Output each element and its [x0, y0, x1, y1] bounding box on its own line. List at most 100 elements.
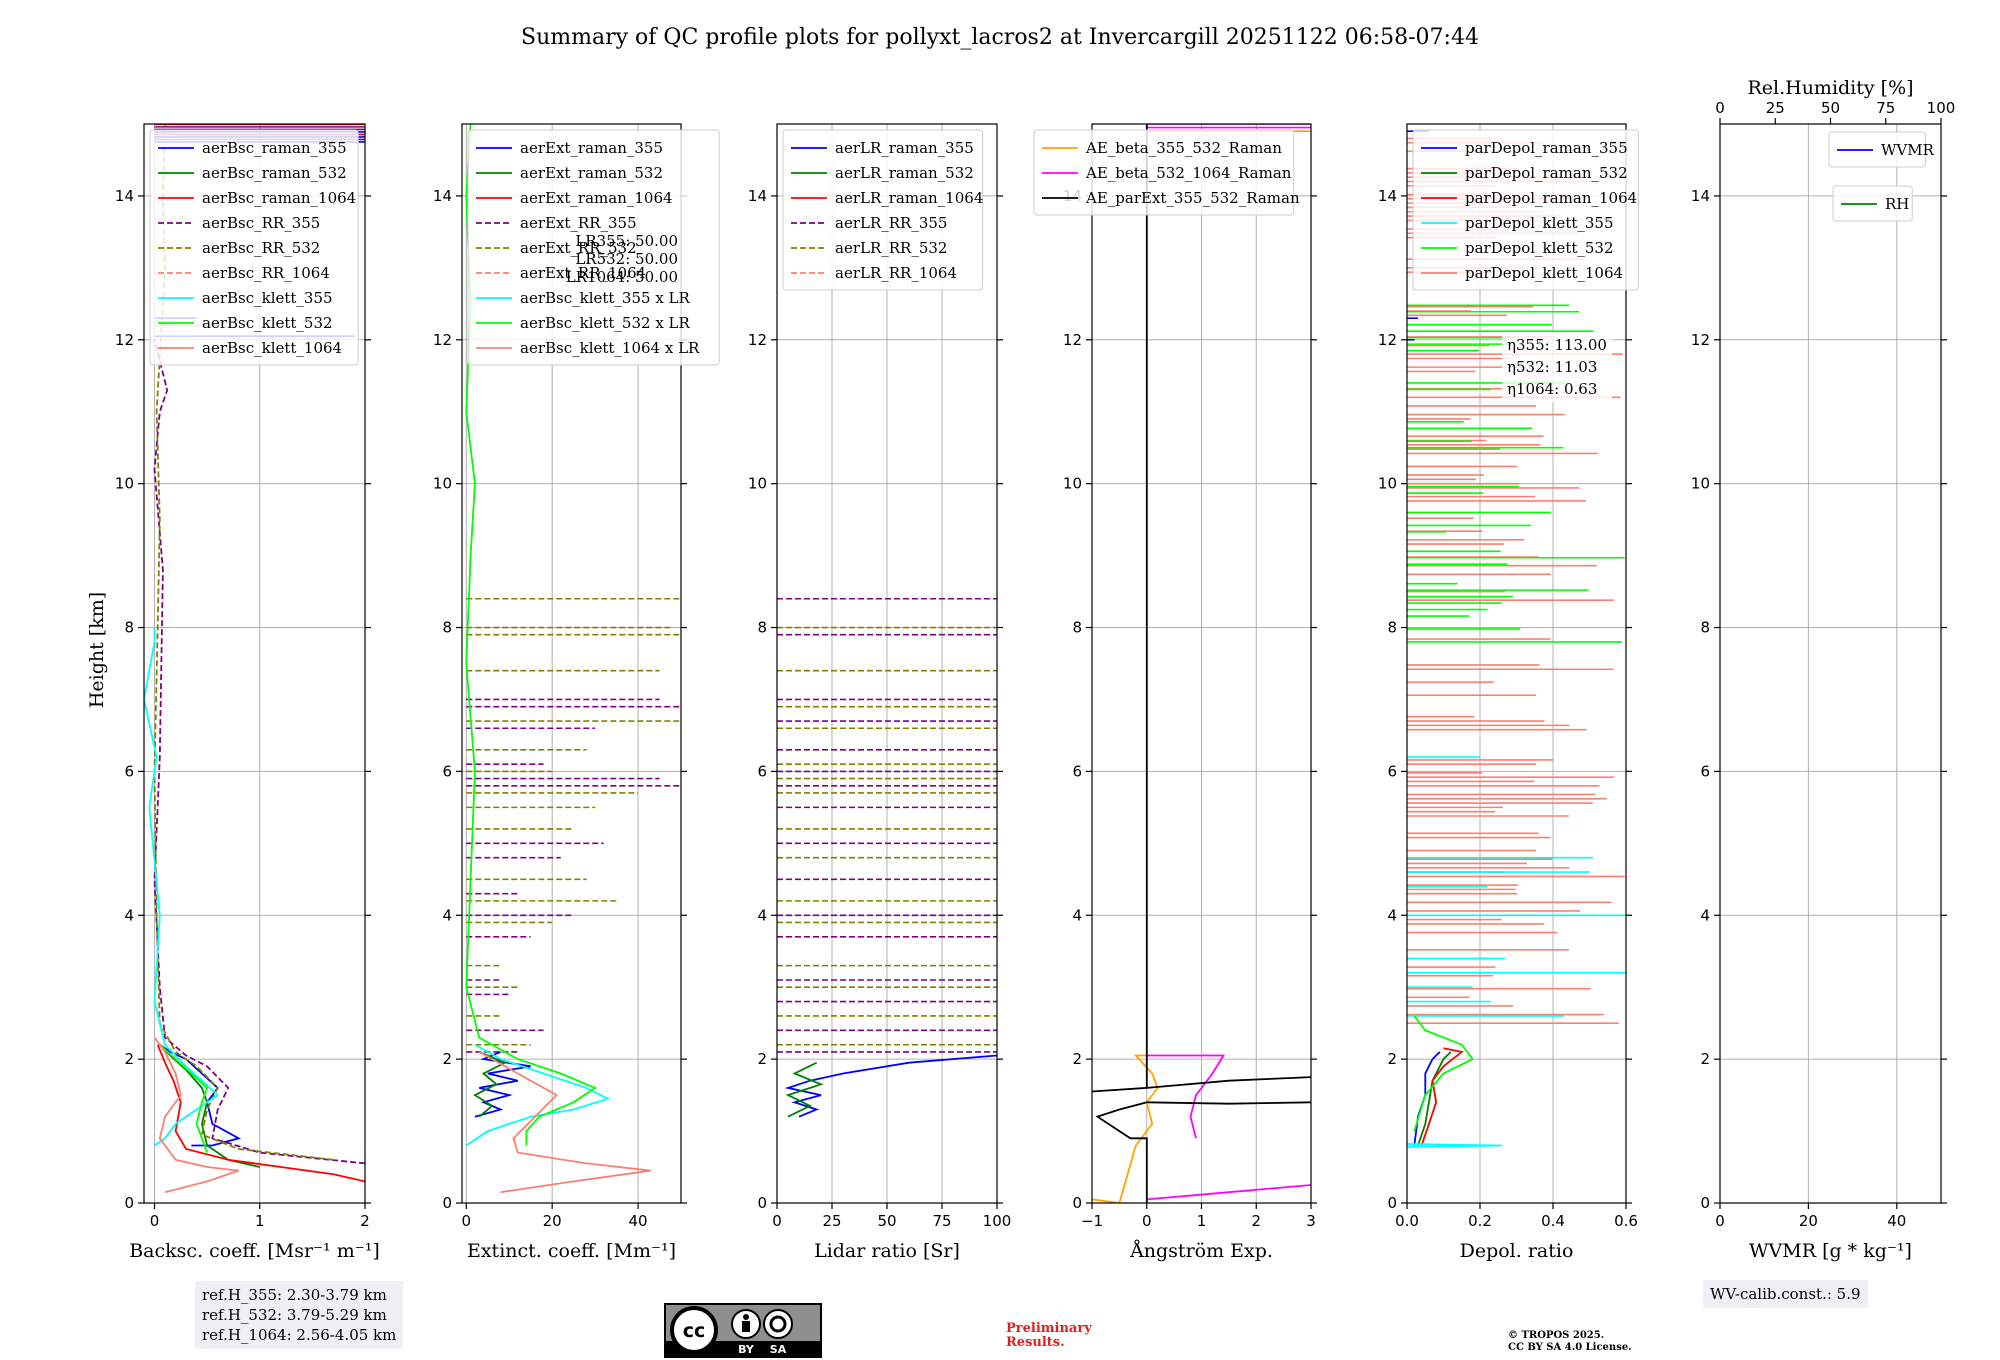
legend-frame	[782, 129, 984, 291]
y-tick-label: 14	[433, 187, 452, 205]
legend: aerExt_raman_355 aerExt_raman_532 aerExt_r…	[467, 129, 720, 366]
x-tick-label: 0	[772, 1212, 782, 1230]
legend-label: AE_parExt_355_532_Raman	[1085, 189, 1300, 207]
legend-label: aerLR_raman_532	[835, 164, 974, 182]
y-tick-label: 2	[1700, 1050, 1710, 1068]
panel-wv: 0 20 40 0 2 4 6 8 10 12 14 WVMR [g * kg⁻¹] 0 25 50 75 10…	[1691, 77, 1955, 1262]
legend: AE_beta_355_532_Raman AE_beta_532_1064_Ra…	[1033, 129, 1300, 216]
legend-label: parDepol_raman_355	[1465, 139, 1628, 157]
y-tick-label: 6	[1072, 762, 1082, 780]
y-tick-label: 4	[757, 906, 767, 924]
y-tick-label: 12	[1691, 331, 1710, 349]
axes-frame	[1406, 123, 1627, 1204]
preliminary-line-2: Results.	[1006, 1335, 1065, 1350]
x-axis-label: Lidar ratio [Sr]	[814, 1240, 960, 1262]
wv-calibration-box: WV-calib.const.: 5.9	[1703, 1280, 1868, 1308]
x-tick-label: 0	[150, 1212, 160, 1230]
x-tick-label: 100	[983, 1212, 1012, 1230]
legend-label: aerExt_raman_532	[520, 164, 663, 182]
preliminary-line-1: Preliminary	[1006, 1321, 1092, 1336]
y-tick-label: 10	[1063, 475, 1082, 493]
series-line-AE_parExt_355_532_Raman	[1095, 1101, 1311, 1203]
series-line-aerBsc_raman_1064	[156, 1044, 365, 1183]
legend: aerLR_raman_355 aerLR_raman_532 aerLR_rama…	[782, 129, 984, 291]
series-line-aerBsc_RR_355	[153, 339, 365, 1165]
x-axis-label: Ångström Exp.	[1129, 1240, 1273, 1262]
x-axis-label: Backsc. coeff. [Msr⁻¹ m⁻¹]	[129, 1240, 380, 1262]
x-tick-label: 20	[543, 1212, 562, 1230]
x-tick-label: 25	[822, 1212, 841, 1230]
by-label: BY	[738, 1343, 755, 1356]
legend-rh: RH	[1832, 185, 1913, 222]
y-tick-label: 10	[1378, 475, 1397, 493]
y-tick-label: 12	[1063, 331, 1082, 349]
legend-frame	[1412, 129, 1639, 291]
y-tick-label: 6	[1387, 762, 1397, 780]
series-line-aerBsc_RR_532	[153, 124, 334, 1161]
series-line-aerLR_raman_355	[784, 1054, 997, 1118]
wv-calib-constant: WV-calib.const.: 5.9	[1710, 1285, 1861, 1303]
legend-label: aerBsc_RR_355	[202, 214, 320, 232]
y-tick-label: 8	[1387, 619, 1397, 637]
y-tick-label: 6	[1700, 762, 1710, 780]
series-line-aerBsc_klett_1064	[153, 1037, 239, 1194]
x-tick-label: 40	[629, 1212, 648, 1230]
series-line-parDepol_raman_1064	[1420, 1047, 1464, 1146]
y-tick-label: 14	[1378, 187, 1397, 205]
x-tick-label: 2	[1251, 1212, 1261, 1230]
copyright-line-2: CC BY SA 4.0 License.	[1508, 1342, 1632, 1353]
y-tick-label: 8	[1072, 619, 1082, 637]
x-tick-label: 0	[1142, 1212, 1152, 1230]
y-tick-label: 2	[1387, 1050, 1397, 1068]
legend-label: aerBsc_klett_1064	[202, 339, 342, 357]
y-tick-label: 2	[124, 1050, 134, 1068]
y-tick-label: 0	[124, 1194, 134, 1212]
legend-label: aerLR_RR_532	[835, 239, 947, 257]
y-tick-label: 0	[1072, 1194, 1082, 1212]
preliminary-results-note: Preliminary Results.	[1006, 1322, 1092, 1350]
y-tick-label: 12	[748, 331, 767, 349]
x-axis-label: WVMR [g * kg⁻¹]	[1749, 1240, 1912, 1262]
sa-label: SA	[770, 1343, 787, 1356]
top-x-tick-label: 0	[1715, 99, 1725, 117]
sa-icon	[763, 1309, 793, 1339]
series-line-AE_parExt_355_532_Raman_b	[1092, 1076, 1311, 1093]
y-tick-label: 6	[757, 762, 767, 780]
figure-title: Summary of QC profile plots for pollyxt_…	[521, 25, 1479, 50]
x-tick-label: 20	[1799, 1212, 1818, 1230]
legend: parDepol_raman_355 parDepol_raman_532 parD…	[1412, 129, 1639, 291]
gridlines	[1091, 124, 1312, 1204]
eta-label: η532: 11.03	[1507, 358, 1597, 376]
reference-heights-box: ref.H_355: 2.30-3.79 km ref.H_532: 3.79-…	[195, 1281, 404, 1349]
y-tick-label: 0	[442, 1194, 452, 1212]
axes-frame	[461, 123, 682, 1204]
legend-frame	[1828, 131, 1926, 168]
ref-height-355: ref.H_355: 2.30-3.79 km	[202, 1286, 387, 1304]
series-line-parDepol_klett_532	[1413, 1015, 1475, 1132]
x-tick-label: 40	[1887, 1212, 1906, 1230]
lr-label: LR532: 50.00	[575, 250, 678, 268]
legend-label: aerExt_RR_1064	[520, 264, 646, 282]
y-tick-label: 8	[442, 619, 452, 637]
legend-wvmr: WVMR	[1828, 131, 1935, 168]
ref-height-532: ref.H_532: 3.79-5.29 km	[202, 1306, 387, 1324]
y-tick-label: 8	[757, 619, 767, 637]
x-tick-label: 0.4	[1541, 1212, 1565, 1230]
y-tick-label: 4	[124, 906, 134, 924]
x-tick-label: 2	[360, 1212, 370, 1230]
series-line-aerExt_raman_532	[473, 1051, 508, 1118]
x-tick-label: 0	[462, 1212, 472, 1230]
legend-label: aerLR_raman_1064	[835, 189, 983, 207]
legend-label: aerLR_RR_1064	[835, 264, 957, 282]
cc-label: cc	[683, 1320, 706, 1342]
y-tick-label: 2	[1072, 1050, 1082, 1068]
x-axis-label: Extinct. coeff. [Mm⁻¹]	[467, 1240, 676, 1262]
cc-icon	[670, 1306, 718, 1354]
legend-label: aerLR_raman_355	[835, 139, 974, 157]
y-tick-label: 14	[1691, 187, 1710, 205]
legend-label: AE_beta_532_1064_Raman	[1085, 164, 1292, 182]
y-tick-label: 10	[433, 475, 452, 493]
